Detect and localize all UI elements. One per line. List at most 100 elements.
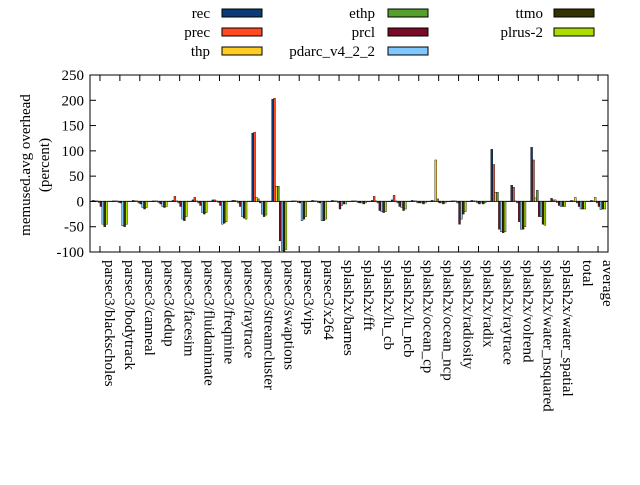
- bar-ttmo-splash2x/barnes: [342, 201, 345, 205]
- bar-prcl-parsec3/raytrace: [239, 201, 242, 207]
- bar-ttmo-average: [601, 201, 604, 210]
- bar-ttmo-splash2x/ocean_cp: [422, 201, 425, 205]
- bar-rec-parsec3/vips: [291, 200, 294, 202]
- bar-ethp-parsec3/raytrace: [237, 201, 240, 204]
- x-tick-label: parsec3/blackscholes: [101, 260, 117, 387]
- bar-plrus-2-splash2x/water_nsquared: [543, 201, 547, 226]
- bar-prcl-splash2x/barnes: [338, 201, 342, 210]
- bar-prec-splash2x/ocean_cp: [412, 200, 416, 202]
- bar-prec-splash2x/radiosity: [452, 200, 455, 202]
- y-axis-label-line1: memused.avg overhead: [18, 94, 34, 236]
- bar-pdarc_v4_2_2-splash2x/radiosity: [460, 201, 463, 220]
- bar-thp-parsec3/facesim: [175, 200, 178, 202]
- plot-frame: [89, 74, 609, 253]
- bar-prec-parsec3/vips: [293, 200, 296, 202]
- x-tick-label: parsec3/canneal: [141, 260, 157, 356]
- bar-rec-average: [590, 200, 593, 202]
- bar-thp-splash2x/water_spatial: [554, 199, 557, 202]
- x-tick-label: splash2x/radiosity: [460, 260, 476, 370]
- bar-prec-splash2x/water_nsquared: [532, 159, 535, 202]
- bar-plrus-2-splash2x/radiosity: [464, 201, 467, 212]
- bar-prcl-splash2x/fft: [358, 201, 362, 204]
- bar-plrus-2-parsec3/freqmine: [224, 201, 228, 222]
- bar-thp-parsec3/bodytrack: [115, 200, 119, 202]
- bar-ttmo-parsec3/vips: [302, 201, 306, 220]
- bar-prec-parsec3/bodytrack: [113, 200, 117, 202]
- bar-pdarc_v4_2_2-parsec3/facesim: [181, 201, 184, 220]
- bar-prec-parsec3/dedup: [153, 200, 157, 202]
- bar-prcl-parsec3/swaptions: [279, 201, 282, 242]
- bar-thp-splash2x/ocean_ncp: [434, 159, 437, 202]
- bar-prec-parsec3/canneal: [133, 200, 137, 202]
- x-tick-label: splash2x/water_nsquared: [539, 260, 555, 412]
- bar-ttmo-total: [581, 201, 585, 210]
- bar-ttmo-parsec3/swaptions: [282, 201, 286, 253]
- x-tick-label: parsec3/swaptions: [280, 260, 296, 370]
- bar-prcl-parsec3/vips: [298, 201, 302, 204]
- bar-rec-splash2x/barnes: [331, 200, 334, 202]
- x-tick-label: total: [579, 260, 595, 287]
- bar-plrus-2-splash2x/fft: [364, 201, 367, 204]
- bar-prcl-parsec3/bodytrack: [119, 201, 122, 204]
- plot-area: -100 -50 0 50 100 150 200 250 parsec3/blackscho…: [57, 68, 616, 412]
- bar-prec-parsec3/facesim: [173, 196, 177, 202]
- bar-plrus-2-parsec3/facesim: [185, 201, 188, 217]
- bar-thp-total: [574, 197, 577, 202]
- bar-thp-parsec3/x264: [315, 200, 318, 202]
- y-tick-label: -50: [64, 220, 84, 236]
- bar-ethp-splash2x/ocean_cp: [416, 201, 419, 204]
- x-tick-label: parsec3/vips: [300, 260, 316, 335]
- bar-thp-splash2x/fft: [354, 200, 358, 202]
- bar-prcl-splash2x/water_nsquared: [538, 201, 541, 217]
- bar-plrus-2-splash2x/raytrace: [503, 201, 507, 232]
- bar-rec-splash2x/radix: [470, 200, 473, 202]
- bar-prec-parsec3/fluidanimate: [193, 197, 196, 202]
- x-tick-label: parsec3/dedup: [161, 260, 177, 347]
- bar-prec-splash2x/lu_cb: [372, 196, 376, 202]
- bar-rec-parsec3/facesim: [171, 200, 175, 202]
- bar-prcl-splash2x/volrend: [518, 201, 521, 222]
- y-tick-label: 100: [62, 144, 85, 160]
- bar-thp-average: [594, 197, 597, 202]
- legend-label-rec: rec: [192, 6, 211, 22]
- bar-ethp-splash2x/ocean_ncp: [436, 198, 439, 202]
- bar-prec-splash2x/volrend: [512, 187, 515, 202]
- bar-rec-total: [570, 200, 573, 202]
- bar-prec-splash2x/lu_ncb: [392, 195, 396, 202]
- x-tick-label: splash2x/barnes: [340, 260, 356, 356]
- bar-ttmo-splash2x/lu_cb: [382, 201, 385, 213]
- bar-plrus-2-parsec3/swaptions: [284, 201, 288, 250]
- bar-plrus-2-total: [583, 201, 586, 210]
- bar-prcl-parsec3/x264: [318, 201, 322, 204]
- bar-ethp-splash2x/barnes: [336, 201, 340, 203]
- bar-ethp-parsec3/streamcluster: [257, 198, 260, 202]
- bar-thp-splash2x/lu_cb: [374, 200, 378, 202]
- bar-prcl-splash2x/water_spatial: [557, 201, 561, 206]
- bar-prcl-parsec3/blackscholes: [99, 201, 103, 207]
- bar-ttmo-splash2x/volrend: [521, 201, 525, 230]
- bar-ethp-parsec3/freqmine: [217, 201, 220, 203]
- bar-rec-splash2x/raytrace: [490, 149, 493, 202]
- y-tick-label: 0: [77, 194, 85, 210]
- bar-prcl-total: [577, 201, 581, 207]
- bar-prcl-splash2x/ocean_cp: [418, 201, 421, 204]
- bar-pdarc_v4_2_2-splash2x/ocean_cp: [420, 201, 423, 204]
- bar-prec-parsec3/raytrace: [233, 200, 236, 202]
- bar-rec-splash2x/ocean_cp: [410, 200, 414, 202]
- bar-rec-parsec3/swaptions: [271, 99, 274, 202]
- bar-ethp-splash2x/water_spatial: [556, 201, 559, 203]
- bar-thp-parsec3/raytrace: [235, 200, 238, 202]
- bar-rec-parsec3/fluidanimate: [191, 199, 195, 202]
- legend-label-ttmo: ttmo: [515, 6, 543, 22]
- bar-plrus-2-splash2x/barnes: [344, 201, 347, 205]
- bar-pdarc_v4_2_2-parsec3/blackscholes: [101, 201, 104, 225]
- bar-pdarc_v4_2_2-parsec3/canneal: [141, 201, 144, 208]
- bar-ethp-parsec3/bodytrack: [117, 201, 121, 203]
- x-tick-label: average: [599, 260, 615, 307]
- bar-pdarc_v4_2_2-splash2x/volrend: [520, 201, 523, 230]
- bar-rec-parsec3/x264: [311, 200, 314, 202]
- bar-prcl-splash2x/ocean_ncp: [438, 201, 441, 204]
- bar-ethp-parsec3/blackscholes: [97, 201, 101, 203]
- bar-plrus-2-parsec3/raytrace: [244, 201, 248, 220]
